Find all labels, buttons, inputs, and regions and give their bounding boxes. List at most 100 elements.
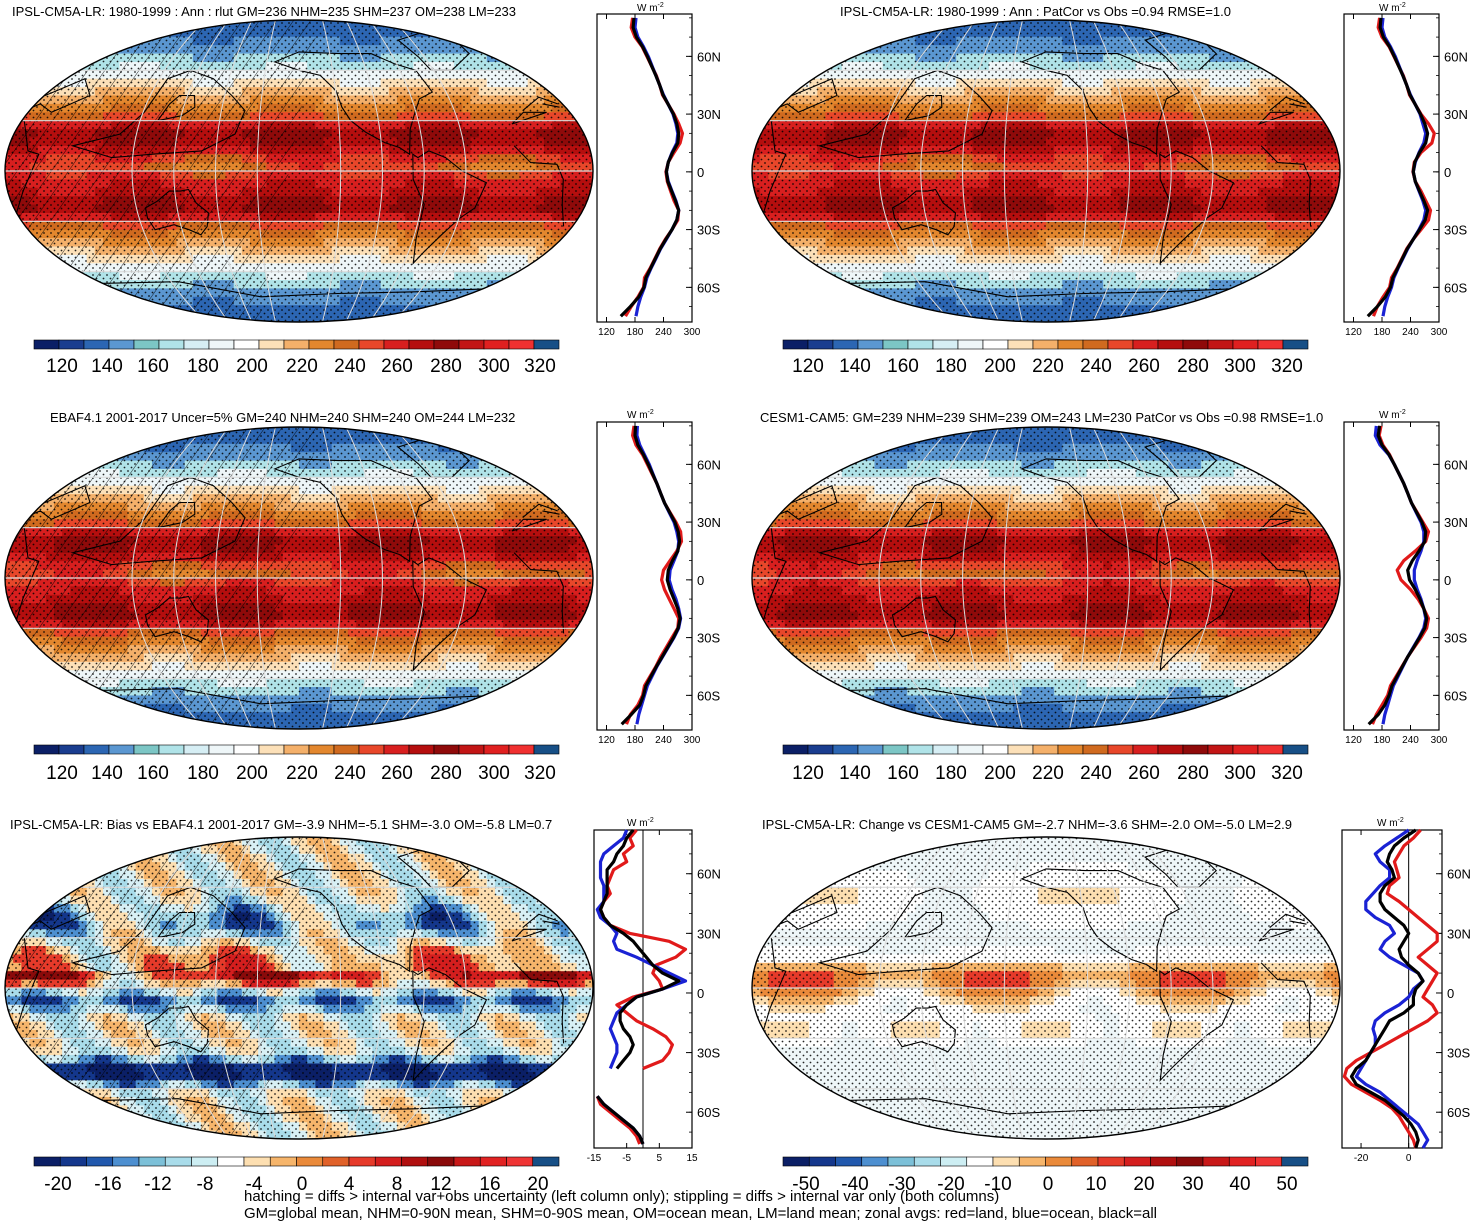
map-cell xyxy=(1323,78,1333,88)
map-cell xyxy=(5,246,14,256)
map-cell xyxy=(576,95,586,105)
map-cell xyxy=(535,296,545,306)
map-cell xyxy=(119,28,129,38)
map-cell xyxy=(760,78,769,88)
colorbar-swatch xyxy=(458,339,485,350)
map-cell xyxy=(1274,45,1284,55)
map-cell xyxy=(768,280,778,290)
map-cell xyxy=(584,204,593,214)
map-cell xyxy=(13,20,22,29)
map-cell xyxy=(29,271,39,281)
map-cell xyxy=(70,280,80,290)
map-cell xyxy=(45,53,55,63)
map-cell xyxy=(825,53,835,63)
map-cell xyxy=(576,313,586,322)
map-cell xyxy=(776,280,786,290)
map-cell xyxy=(560,28,570,38)
map-cell xyxy=(584,112,593,122)
map-cell xyxy=(21,288,31,298)
map-cell xyxy=(576,70,586,80)
map-cell xyxy=(1323,112,1333,122)
map-cell xyxy=(544,296,553,306)
map-cell xyxy=(760,87,769,97)
map-cell xyxy=(1274,271,1284,281)
map-cell xyxy=(1307,78,1317,88)
map-cell xyxy=(833,36,843,46)
map-cell xyxy=(809,45,818,55)
map-cell xyxy=(1299,254,1308,264)
map-cell xyxy=(1233,36,1243,46)
map-cell xyxy=(486,28,496,38)
map-cell xyxy=(1242,28,1251,38)
map-cell xyxy=(1291,28,1300,38)
y-tick-label: 60N xyxy=(697,49,721,64)
map-cell xyxy=(939,20,949,29)
map-cell xyxy=(5,212,14,222)
map-cell xyxy=(437,28,447,38)
map-cell xyxy=(1209,36,1219,46)
map-cell xyxy=(801,45,810,55)
map-cell xyxy=(535,53,545,63)
map-cell xyxy=(478,20,488,29)
colorbar-label: 300 xyxy=(478,356,510,377)
map-cell xyxy=(54,20,63,29)
map-cell xyxy=(1323,70,1333,80)
graticule-line xyxy=(173,20,229,322)
map-cell xyxy=(866,28,876,38)
map-cell xyxy=(1258,53,1268,63)
map-cell xyxy=(1331,61,1340,71)
map-cell xyxy=(535,288,545,298)
map-cell xyxy=(1299,45,1308,55)
map-cell xyxy=(462,313,472,322)
map-cell xyxy=(495,28,504,38)
map-cell xyxy=(13,95,22,105)
map-cell xyxy=(21,36,31,46)
map-cell xyxy=(1315,20,1325,29)
map-cell xyxy=(584,229,593,239)
map-cell xyxy=(584,20,593,29)
colorbar-swatch xyxy=(208,339,235,350)
map-cell xyxy=(511,20,521,29)
map-cell xyxy=(890,20,900,29)
map-cell xyxy=(1250,20,1259,29)
map-cell xyxy=(841,20,851,29)
map-cell xyxy=(1315,28,1325,38)
map-cell xyxy=(54,36,63,46)
map-cell xyxy=(1242,20,1251,29)
map-cell xyxy=(752,95,761,105)
map-cell xyxy=(13,28,22,38)
map-cell xyxy=(817,45,827,55)
map-cell xyxy=(29,61,39,71)
map-cell xyxy=(568,28,578,38)
map-cell xyxy=(62,36,71,46)
x-tick-label: 180 xyxy=(627,327,644,338)
map-cell xyxy=(535,61,545,71)
map-cell xyxy=(21,53,31,63)
map-cell xyxy=(94,305,104,315)
map-cell xyxy=(568,229,578,239)
map-cell xyxy=(560,280,570,290)
map-cell xyxy=(511,53,521,63)
colorbar-swatch xyxy=(158,339,185,350)
map-cell xyxy=(568,36,578,46)
map-cell xyxy=(462,28,472,38)
colorbar-swatch xyxy=(258,339,285,350)
map-cell xyxy=(54,271,63,281)
map-cell xyxy=(62,288,71,298)
map-cell xyxy=(850,20,859,29)
map-cell xyxy=(21,20,31,29)
map-cell xyxy=(1315,263,1325,273)
colorbar-swatch xyxy=(58,339,85,350)
map-cell xyxy=(511,296,521,306)
map-cell xyxy=(45,78,55,88)
map-cell xyxy=(576,36,586,46)
map-cell xyxy=(576,28,586,38)
map-cell xyxy=(527,36,537,46)
map-cell xyxy=(576,87,586,97)
map xyxy=(4,19,594,323)
map-cell xyxy=(78,28,88,38)
map-cell xyxy=(817,28,827,38)
map-cell xyxy=(576,112,586,122)
map-cell xyxy=(544,78,553,88)
map-cell xyxy=(5,296,14,306)
